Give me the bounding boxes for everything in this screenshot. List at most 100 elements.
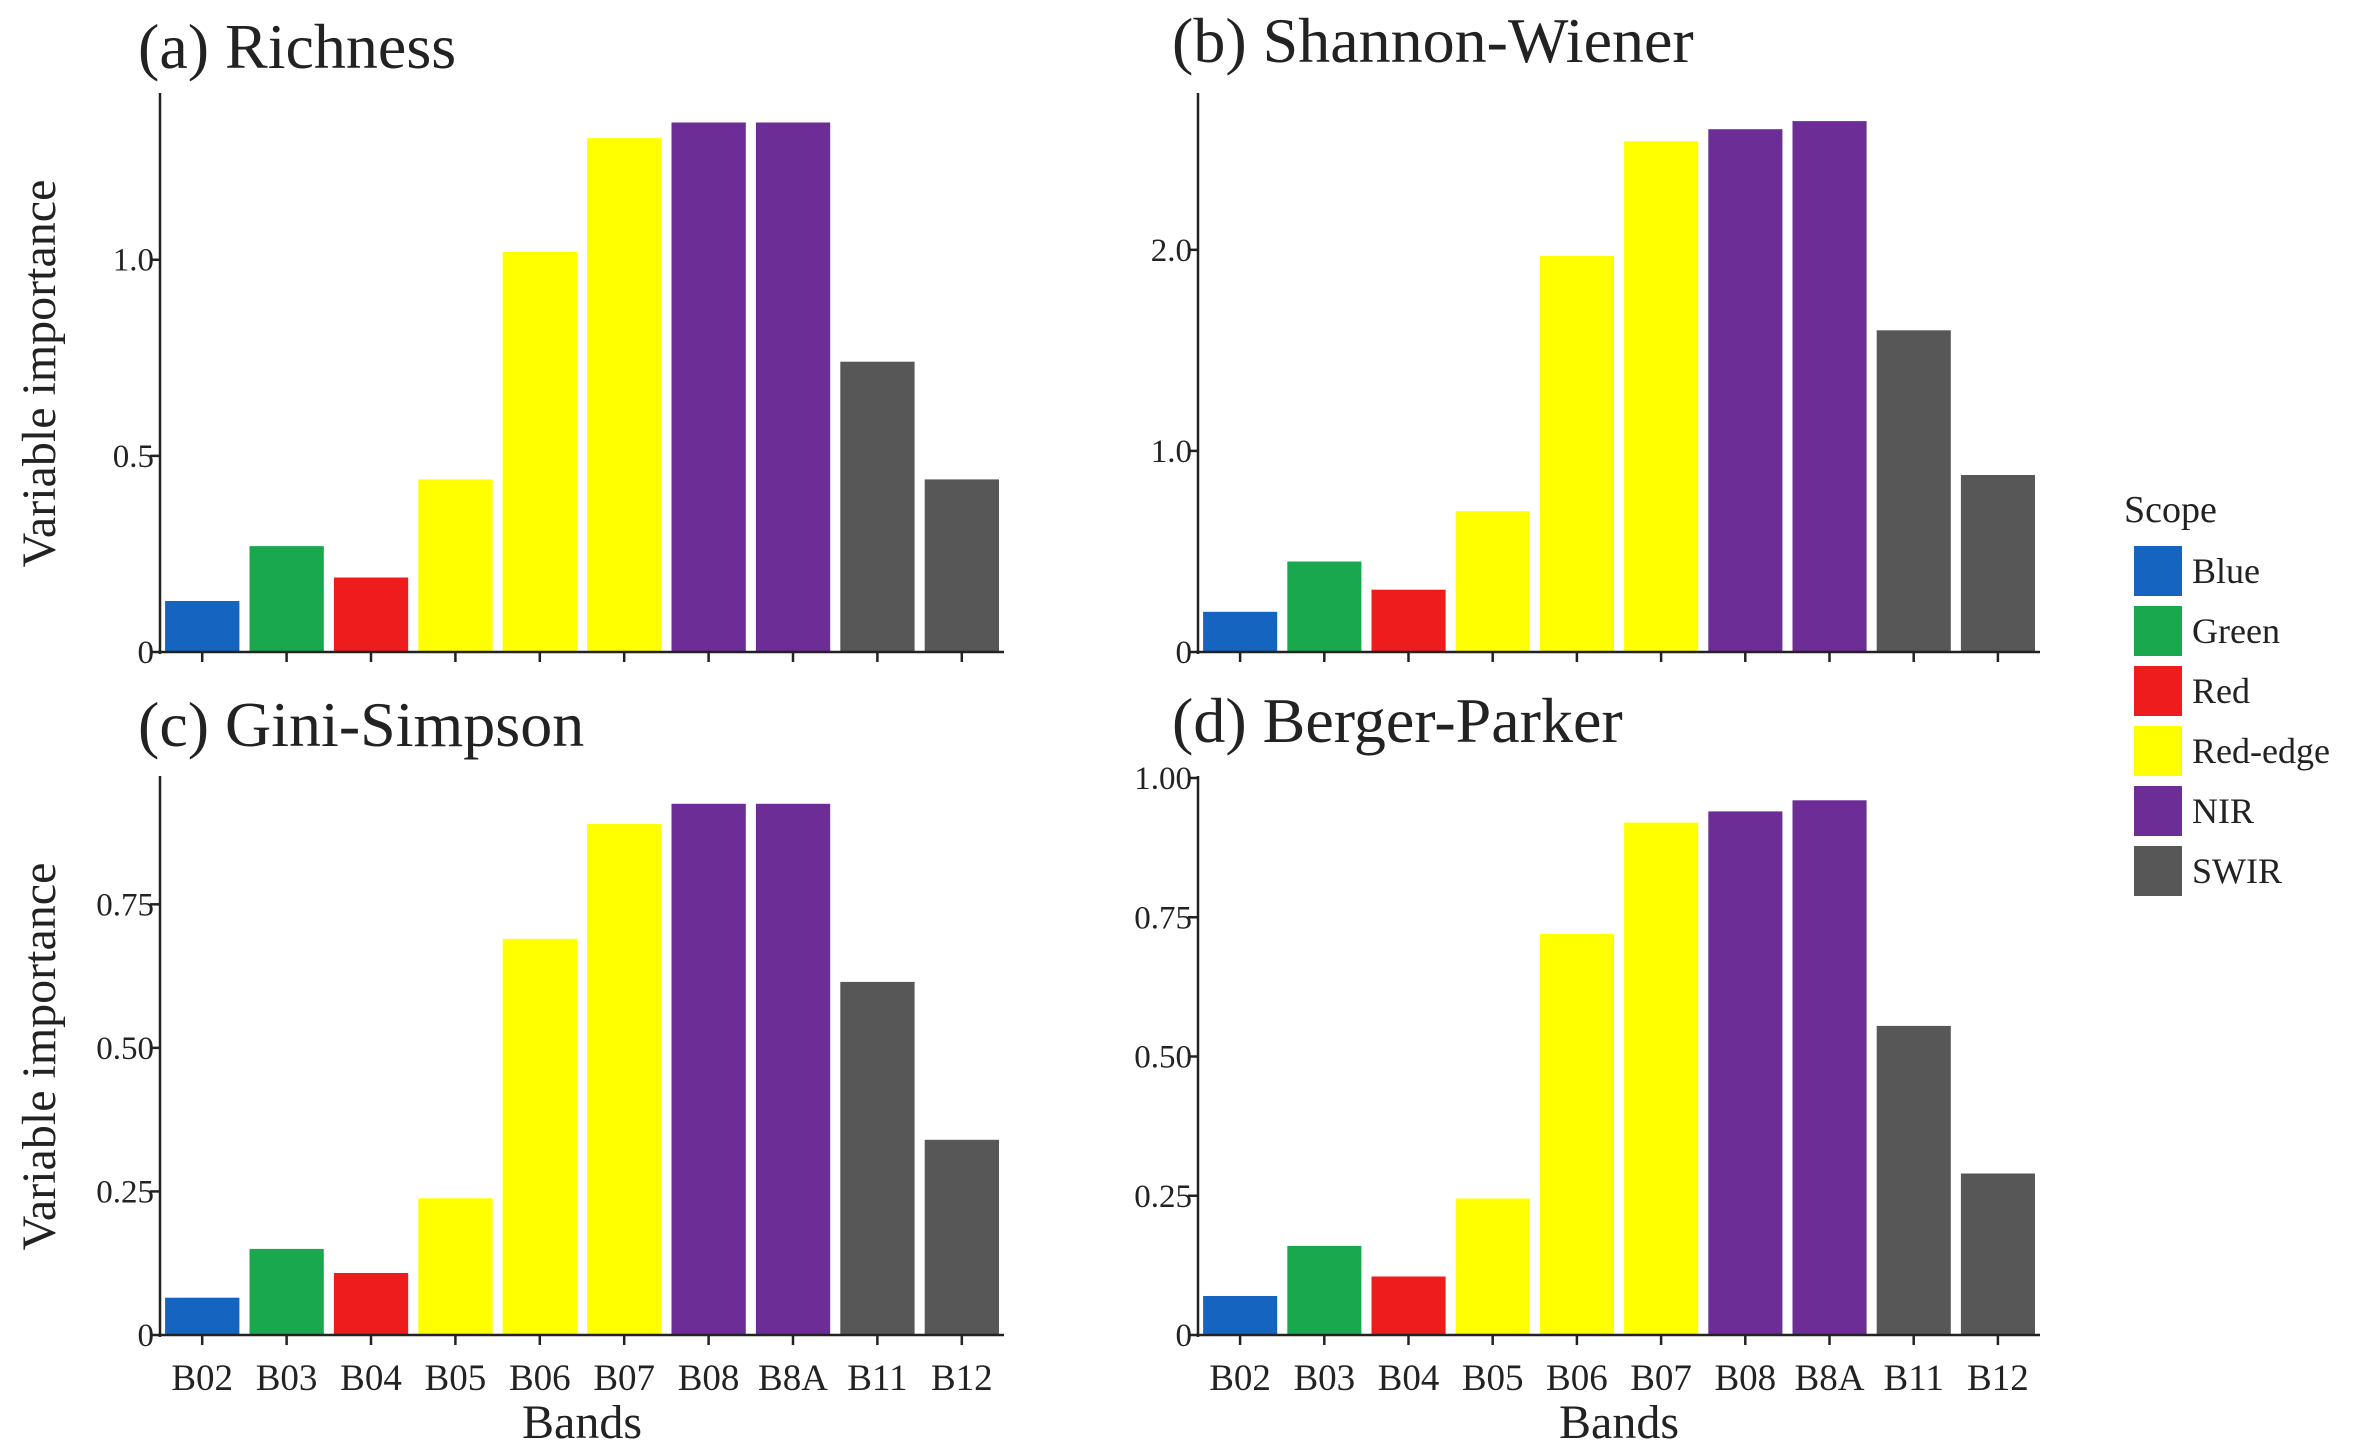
bar-b12 [1960, 475, 2035, 652]
bar-b11 [840, 981, 915, 1335]
bar-b02 [1203, 1296, 1278, 1335]
y-tick-label: 1.0 [113, 243, 154, 279]
bar-b11 [1876, 1025, 1951, 1335]
bar-b8a [1792, 800, 1867, 1335]
bar-b8a [1792, 121, 1867, 653]
x-tick-label: B05 [425, 1358, 487, 1399]
x-tick-label: B04 [1378, 1358, 1440, 1399]
bar-b12 [924, 479, 999, 652]
y-tick-label: 0.50 [96, 1031, 154, 1067]
x-tick-label: B03 [1293, 1358, 1355, 1399]
y-tick-label: 0.75 [1134, 900, 1192, 936]
x-tick-label: B12 [931, 1358, 993, 1399]
y-tick-label: 0 [1176, 635, 1193, 671]
bar-b02 [1203, 611, 1278, 652]
legend-swatch-nir [2134, 786, 2182, 836]
legend: Scope Blue Green Red Red-edge NIR SWIR [2124, 489, 2330, 896]
x-axis-title: Bands [1559, 1396, 1679, 1449]
x-tick-label: B04 [340, 1358, 402, 1399]
x-tick-label: B06 [1546, 1358, 1608, 1399]
legend-swatch-red [2134, 666, 2182, 716]
y-tick-label: 1.00 [1134, 761, 1192, 797]
panel-title: (d) Berger-Parker [1172, 685, 1623, 756]
x-tick-label: B08 [678, 1358, 740, 1399]
y-axis-title: Variable importance [13, 180, 66, 568]
y-tick-label: 0 [1176, 1318, 1193, 1354]
x-tick-label: B05 [1462, 1358, 1524, 1399]
x-tick-label: B03 [256, 1358, 318, 1399]
y-tick-label: 0.75 [96, 887, 154, 923]
bar-b06 [502, 938, 577, 1335]
x-tick-label: B06 [509, 1358, 571, 1399]
legend-swatch-red-edge [2134, 726, 2182, 776]
bar-b8a [755, 122, 831, 652]
panel-title: (c) Gini-Simpson [138, 689, 584, 760]
legend-label: Red [2192, 671, 2250, 711]
panel-3: (c) Gini-Simpson 0 0.25 0.50 0.75 B02 B03 B04 B0… [13, 689, 1004, 1449]
y-tick-label: 0.25 [96, 1174, 154, 1210]
bar-b02 [165, 601, 240, 652]
bar-b06 [1539, 934, 1614, 1335]
x-tick-label: B8A [758, 1358, 828, 1399]
legend-label: Green [2192, 611, 2280, 651]
bar-b05 [418, 479, 493, 652]
x-tick-label: B07 [1630, 1358, 1692, 1399]
x-tick-label: B08 [1714, 1358, 1776, 1399]
panel-title: (b) Shannon-Wiener [1172, 5, 1694, 76]
x-axis-title: Bands [522, 1396, 642, 1449]
panel-2: (b) Shannon-Wiener 0 1.0 2.0 [1151, 5, 2040, 671]
bar-b12 [1960, 1173, 2035, 1335]
legend-label: Blue [2192, 551, 2260, 591]
bar-b02 [165, 1297, 240, 1335]
legend-label: NIR [2192, 791, 2254, 831]
legend-label: Red-edge [2192, 731, 2330, 771]
y-axis-title: Variable importance [13, 863, 66, 1251]
bar-b05 [418, 1198, 493, 1335]
y-tick-label: 0.5 [113, 439, 154, 475]
bar-b07 [1624, 822, 1699, 1335]
y-tick-label: 0 [138, 1318, 155, 1354]
bar-b12 [924, 1139, 999, 1335]
legend-label: SWIR [2192, 851, 2282, 891]
y-tick-label: 2.0 [1151, 233, 1192, 269]
panel-4: (d) Berger-Parker 0 0.25 0.50 0.75 1.00 B02 B03… [1134, 685, 2040, 1449]
x-tick-label: B11 [1884, 1358, 1944, 1399]
legend-swatch-blue [2134, 546, 2182, 596]
bar-b03 [1287, 561, 1362, 652]
bar-b05 [1455, 1198, 1530, 1335]
x-tick-label: B8A [1795, 1358, 1865, 1399]
x-tick-label: B12 [1967, 1358, 2029, 1399]
x-tick-label: B02 [1209, 1358, 1271, 1399]
y-tick-label: 0 [138, 635, 155, 671]
bar-b04 [1371, 589, 1446, 652]
x-tick-label: B02 [171, 1358, 233, 1399]
bar-b08 [671, 122, 746, 652]
bar-b04 [333, 1273, 409, 1335]
bar-b11 [840, 361, 915, 652]
y-tick-label: 0.25 [1134, 1179, 1192, 1215]
legend-title: Scope [2124, 489, 2217, 531]
bar-b06 [1539, 255, 1614, 652]
bar-b07 [587, 138, 662, 653]
x-tick-label: B11 [847, 1358, 907, 1399]
bar-b07 [1624, 141, 1699, 652]
x-tick-label: B07 [593, 1358, 655, 1399]
panel-title: (a) Richness [138, 11, 456, 82]
bar-b11 [1876, 330, 1951, 652]
bar-b07 [587, 823, 662, 1335]
y-tick-label: 0.50 [1134, 1040, 1192, 1076]
bar-b06 [502, 251, 577, 652]
bar-b03 [1287, 1245, 1362, 1335]
legend-swatch-green [2134, 606, 2182, 656]
bar-b8a [755, 803, 831, 1335]
bar-b08 [1708, 811, 1783, 1335]
bar-b08 [671, 803, 746, 1335]
bar-b05 [1455, 511, 1530, 652]
bar-b03 [249, 1248, 324, 1335]
panel-1: (a) Richness 0 0.5 1.0 Variable importance [13, 11, 1004, 671]
bar-b04 [333, 577, 409, 652]
bar-b04 [1371, 1276, 1446, 1335]
bar-b08 [1708, 129, 1783, 652]
y-tick-label: 1.0 [1151, 434, 1192, 470]
